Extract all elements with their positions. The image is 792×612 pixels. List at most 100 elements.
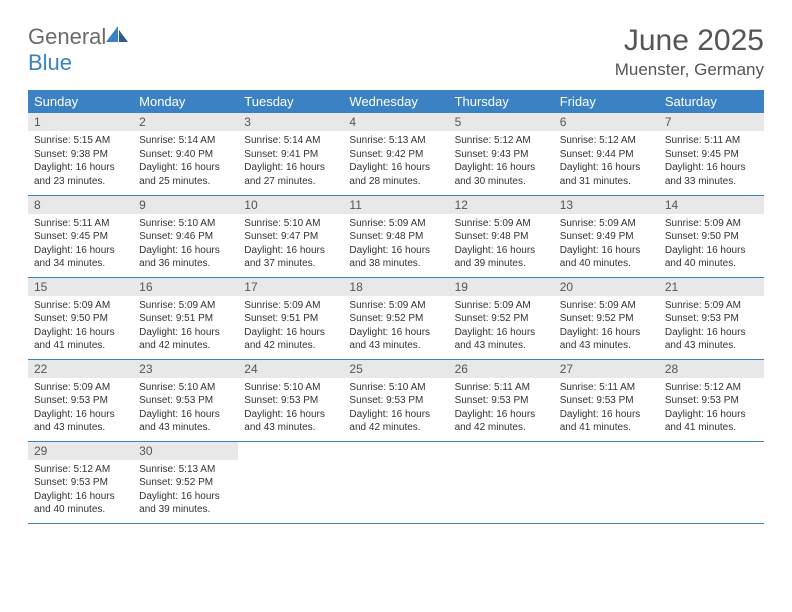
page-title: June 2025 <box>615 24 764 58</box>
calendar-row: 29Sunrise: 5:12 AMSunset: 9:53 PMDayligh… <box>28 441 764 523</box>
day-detail: Sunrise: 5:10 AMSunset: 9:47 PMDaylight:… <box>238 214 343 274</box>
day-detail: Sunrise: 5:12 AMSunset: 9:53 PMDaylight:… <box>28 460 133 520</box>
day-number: 10 <box>238 196 343 214</box>
calendar-cell: 30Sunrise: 5:13 AMSunset: 9:52 PMDayligh… <box>133 441 238 523</box>
calendar-cell: 26Sunrise: 5:11 AMSunset: 9:53 PMDayligh… <box>449 359 554 441</box>
day-detail: Sunrise: 5:11 AMSunset: 9:45 PMDaylight:… <box>28 214 133 274</box>
day-detail: Sunrise: 5:11 AMSunset: 9:45 PMDaylight:… <box>659 131 764 191</box>
calendar-cell: 23Sunrise: 5:10 AMSunset: 9:53 PMDayligh… <box>133 359 238 441</box>
calendar-cell: 27Sunrise: 5:11 AMSunset: 9:53 PMDayligh… <box>554 359 659 441</box>
calendar-cell: 3Sunrise: 5:14 AMSunset: 9:41 PMDaylight… <box>238 113 343 195</box>
calendar-cell: 29Sunrise: 5:12 AMSunset: 9:53 PMDayligh… <box>28 441 133 523</box>
day-number: 21 <box>659 278 764 296</box>
calendar-cell <box>343 441 448 523</box>
day-detail: Sunrise: 5:14 AMSunset: 9:40 PMDaylight:… <box>133 131 238 191</box>
logo-part2: Blue <box>28 50 72 75</box>
day-number: 24 <box>238 360 343 378</box>
day-detail: Sunrise: 5:09 AMSunset: 9:48 PMDaylight:… <box>343 214 448 274</box>
calendar-cell: 25Sunrise: 5:10 AMSunset: 9:53 PMDayligh… <box>343 359 448 441</box>
day-number: 2 <box>133 113 238 131</box>
day-number: 25 <box>343 360 448 378</box>
day-detail: Sunrise: 5:09 AMSunset: 9:52 PMDaylight:… <box>343 296 448 356</box>
logo-sail-icon <box>106 26 128 44</box>
logo-part1: General <box>28 24 106 49</box>
day-number: 4 <box>343 113 448 131</box>
day-detail: Sunrise: 5:09 AMSunset: 9:51 PMDaylight:… <box>133 296 238 356</box>
day-number: 18 <box>343 278 448 296</box>
day-number: 23 <box>133 360 238 378</box>
calendar-cell: 24Sunrise: 5:10 AMSunset: 9:53 PMDayligh… <box>238 359 343 441</box>
weekday-header: Wednesday <box>343 90 448 113</box>
day-detail: Sunrise: 5:09 AMSunset: 9:53 PMDaylight:… <box>659 296 764 356</box>
calendar-cell: 10Sunrise: 5:10 AMSunset: 9:47 PMDayligh… <box>238 195 343 277</box>
weekday-header: Tuesday <box>238 90 343 113</box>
day-number: 22 <box>28 360 133 378</box>
day-number: 16 <box>133 278 238 296</box>
calendar-cell: 7Sunrise: 5:11 AMSunset: 9:45 PMDaylight… <box>659 113 764 195</box>
day-detail: Sunrise: 5:09 AMSunset: 9:53 PMDaylight:… <box>28 378 133 438</box>
calendar-cell <box>238 441 343 523</box>
calendar-cell: 2Sunrise: 5:14 AMSunset: 9:40 PMDaylight… <box>133 113 238 195</box>
calendar-cell: 22Sunrise: 5:09 AMSunset: 9:53 PMDayligh… <box>28 359 133 441</box>
weekday-header-row: Sunday Monday Tuesday Wednesday Thursday… <box>28 90 764 113</box>
day-detail: Sunrise: 5:12 AMSunset: 9:53 PMDaylight:… <box>659 378 764 438</box>
day-number: 30 <box>133 442 238 460</box>
calendar-cell: 21Sunrise: 5:09 AMSunset: 9:53 PMDayligh… <box>659 277 764 359</box>
title-block: June 2025 Muenster, Germany <box>615 24 764 80</box>
day-number: 15 <box>28 278 133 296</box>
calendar-cell: 17Sunrise: 5:09 AMSunset: 9:51 PMDayligh… <box>238 277 343 359</box>
calendar-cell: 19Sunrise: 5:09 AMSunset: 9:52 PMDayligh… <box>449 277 554 359</box>
calendar-cell: 8Sunrise: 5:11 AMSunset: 9:45 PMDaylight… <box>28 195 133 277</box>
calendar-cell: 16Sunrise: 5:09 AMSunset: 9:51 PMDayligh… <box>133 277 238 359</box>
header: General Blue June 2025 Muenster, Germany <box>28 24 764 80</box>
day-number: 13 <box>554 196 659 214</box>
weekday-header: Monday <box>133 90 238 113</box>
day-number: 7 <box>659 113 764 131</box>
day-number: 8 <box>28 196 133 214</box>
day-number: 9 <box>133 196 238 214</box>
calendar-cell <box>554 441 659 523</box>
day-number: 6 <box>554 113 659 131</box>
calendar-cell: 15Sunrise: 5:09 AMSunset: 9:50 PMDayligh… <box>28 277 133 359</box>
day-detail: Sunrise: 5:13 AMSunset: 9:52 PMDaylight:… <box>133 460 238 520</box>
calendar-cell: 18Sunrise: 5:09 AMSunset: 9:52 PMDayligh… <box>343 277 448 359</box>
day-detail: Sunrise: 5:11 AMSunset: 9:53 PMDaylight:… <box>554 378 659 438</box>
calendar-row: 15Sunrise: 5:09 AMSunset: 9:50 PMDayligh… <box>28 277 764 359</box>
weekday-header: Sunday <box>28 90 133 113</box>
day-number: 17 <box>238 278 343 296</box>
day-detail: Sunrise: 5:12 AMSunset: 9:44 PMDaylight:… <box>554 131 659 191</box>
day-detail: Sunrise: 5:09 AMSunset: 9:50 PMDaylight:… <box>28 296 133 356</box>
day-detail: Sunrise: 5:14 AMSunset: 9:41 PMDaylight:… <box>238 131 343 191</box>
day-detail: Sunrise: 5:11 AMSunset: 9:53 PMDaylight:… <box>449 378 554 438</box>
day-number: 1 <box>28 113 133 131</box>
day-detail: Sunrise: 5:09 AMSunset: 9:52 PMDaylight:… <box>554 296 659 356</box>
calendar-cell: 11Sunrise: 5:09 AMSunset: 9:48 PMDayligh… <box>343 195 448 277</box>
day-number: 29 <box>28 442 133 460</box>
day-detail: Sunrise: 5:09 AMSunset: 9:50 PMDaylight:… <box>659 214 764 274</box>
calendar-cell <box>449 441 554 523</box>
weekday-header: Saturday <box>659 90 764 113</box>
day-detail: Sunrise: 5:09 AMSunset: 9:51 PMDaylight:… <box>238 296 343 356</box>
calendar-cell: 1Sunrise: 5:15 AMSunset: 9:38 PMDaylight… <box>28 113 133 195</box>
day-number: 20 <box>554 278 659 296</box>
day-number: 11 <box>343 196 448 214</box>
day-detail: Sunrise: 5:10 AMSunset: 9:53 PMDaylight:… <box>343 378 448 438</box>
day-number: 14 <box>659 196 764 214</box>
calendar-cell: 28Sunrise: 5:12 AMSunset: 9:53 PMDayligh… <box>659 359 764 441</box>
calendar-cell: 13Sunrise: 5:09 AMSunset: 9:49 PMDayligh… <box>554 195 659 277</box>
weekday-header: Friday <box>554 90 659 113</box>
calendar-cell: 20Sunrise: 5:09 AMSunset: 9:52 PMDayligh… <box>554 277 659 359</box>
calendar-cell: 5Sunrise: 5:12 AMSunset: 9:43 PMDaylight… <box>449 113 554 195</box>
day-detail: Sunrise: 5:15 AMSunset: 9:38 PMDaylight:… <box>28 131 133 191</box>
calendar-cell: 12Sunrise: 5:09 AMSunset: 9:48 PMDayligh… <box>449 195 554 277</box>
logo: General Blue <box>28 24 128 76</box>
day-number: 5 <box>449 113 554 131</box>
calendar-cell: 4Sunrise: 5:13 AMSunset: 9:42 PMDaylight… <box>343 113 448 195</box>
calendar-cell: 14Sunrise: 5:09 AMSunset: 9:50 PMDayligh… <box>659 195 764 277</box>
calendar-table: Sunday Monday Tuesday Wednesday Thursday… <box>28 90 764 524</box>
page-subtitle: Muenster, Germany <box>615 60 764 80</box>
day-number: 26 <box>449 360 554 378</box>
day-detail: Sunrise: 5:09 AMSunset: 9:52 PMDaylight:… <box>449 296 554 356</box>
calendar-body: 1Sunrise: 5:15 AMSunset: 9:38 PMDaylight… <box>28 113 764 523</box>
day-detail: Sunrise: 5:09 AMSunset: 9:49 PMDaylight:… <box>554 214 659 274</box>
